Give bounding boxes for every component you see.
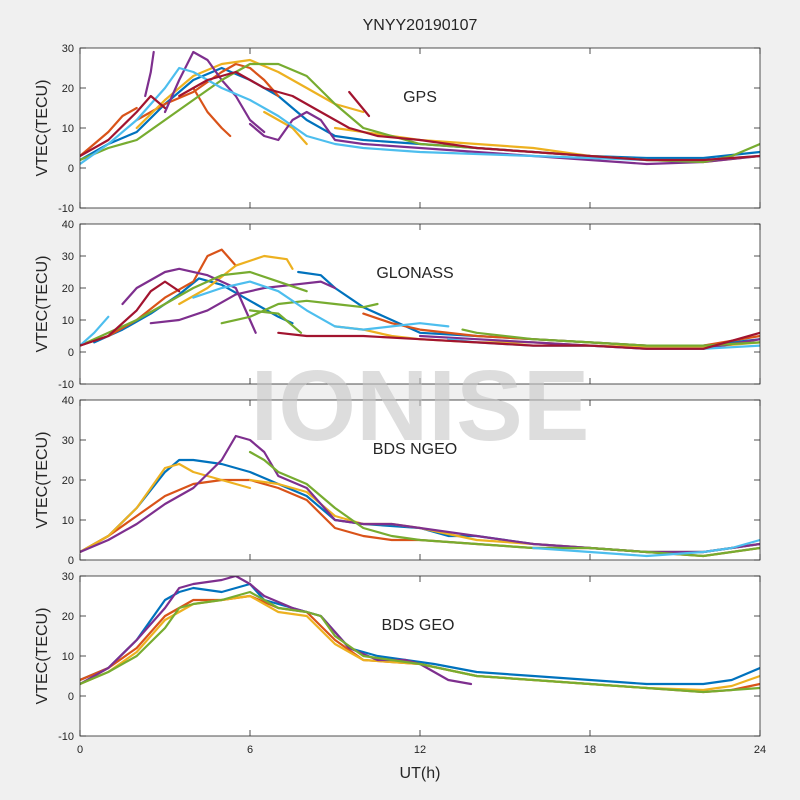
y-tick-label: 40 <box>62 219 74 231</box>
y-tick-label: 10 <box>62 315 74 327</box>
series-line-4 <box>192 86 232 138</box>
series-line-13 <box>461 328 760 347</box>
y-tick-label: 0 <box>68 347 74 359</box>
series-line-9 <box>163 50 266 134</box>
plot-area <box>80 224 760 384</box>
series-line-3 <box>80 248 237 347</box>
series-line-18 <box>277 331 760 350</box>
y-axis-label: VTEC(TECU) <box>34 80 51 177</box>
x-tick-label: 6 <box>247 744 253 756</box>
series-line-10 <box>248 110 760 166</box>
subplot-3: 0 10 20 30 40 VTEC(TECU) BDS NGEO <box>34 395 761 567</box>
series-line-8 <box>149 280 337 325</box>
series-line-7 <box>532 538 760 558</box>
y-tick-label: 0 <box>68 163 74 175</box>
y-tick-label: 40 <box>62 395 74 407</box>
y-axis-label: VTEC(TECU) <box>34 256 51 353</box>
series-line-5 <box>80 590 760 694</box>
watermark: IONISE <box>251 350 590 462</box>
panel-label: BDS NGEO <box>373 441 457 458</box>
plot-area <box>80 48 760 208</box>
y-tick-label: 30 <box>62 43 74 55</box>
series-line-17 <box>80 280 181 347</box>
x-tick-label: 12 <box>414 744 426 756</box>
x-tick-label: 18 <box>584 744 596 756</box>
y-tick-label: -10 <box>58 379 74 391</box>
y-tick-label: 20 <box>62 283 74 295</box>
series-line-15 <box>192 280 450 331</box>
figure-title: YNYY20190107 <box>363 17 478 34</box>
y-tick-label: -10 <box>58 203 74 215</box>
y-tick-label: -10 <box>58 731 74 743</box>
y-axis-label: VTEC(TECU) <box>34 432 51 529</box>
series-line-11 <box>220 299 379 325</box>
plot-area <box>80 400 760 560</box>
y-tick-label: 0 <box>68 691 74 703</box>
panel-label: GLONASS <box>376 265 453 282</box>
series-line-3 <box>80 462 252 554</box>
x-tick-label: 0 <box>77 744 83 756</box>
series-group <box>80 248 760 350</box>
series-line-5 <box>80 434 760 554</box>
x-axis-label: UT(h) <box>400 765 441 782</box>
series-line-13 <box>80 94 167 158</box>
y-tick-label: 30 <box>62 435 74 447</box>
panel-label: BDS GEO <box>382 617 455 634</box>
series-group <box>80 434 760 558</box>
series-line-12 <box>248 309 303 334</box>
subplot-2: -10 0 10 20 30 40 VTEC(TECU) GLONASS <box>34 219 761 391</box>
plot-area <box>80 576 760 736</box>
series-line-6 <box>263 110 308 146</box>
series-line-15 <box>348 90 371 118</box>
series-group <box>80 50 760 166</box>
y-tick-label: 10 <box>62 123 74 135</box>
series-line-5 <box>178 254 294 306</box>
series-line-14 <box>178 70 760 162</box>
y-tick-label: 30 <box>62 251 74 263</box>
y-tick-label: 20 <box>62 83 74 95</box>
series-line-7 <box>121 267 257 334</box>
y-tick-label: 10 <box>62 651 74 663</box>
series-line-6 <box>333 325 760 349</box>
series-line-8 <box>144 50 155 98</box>
series-line-14 <box>80 315 110 347</box>
series-line-2 <box>80 106 138 158</box>
series-line-12 <box>80 66 760 166</box>
y-tick-label: 20 <box>62 475 74 487</box>
y-tick-label: 10 <box>62 515 74 527</box>
y-tick-label: 0 <box>68 555 74 567</box>
series-group <box>80 576 760 694</box>
y-axis-label: VTEC(TECU) <box>34 608 51 705</box>
panel-label: GPS <box>403 89 437 106</box>
subplot-1: -10 0 10 20 30 VTEC(TECU) GPS <box>34 43 761 215</box>
x-tick-label: 24 <box>754 744 766 756</box>
y-tick-label: 30 <box>62 571 74 583</box>
y-tick-label: 20 <box>62 611 74 623</box>
series-line-6 <box>248 450 760 558</box>
